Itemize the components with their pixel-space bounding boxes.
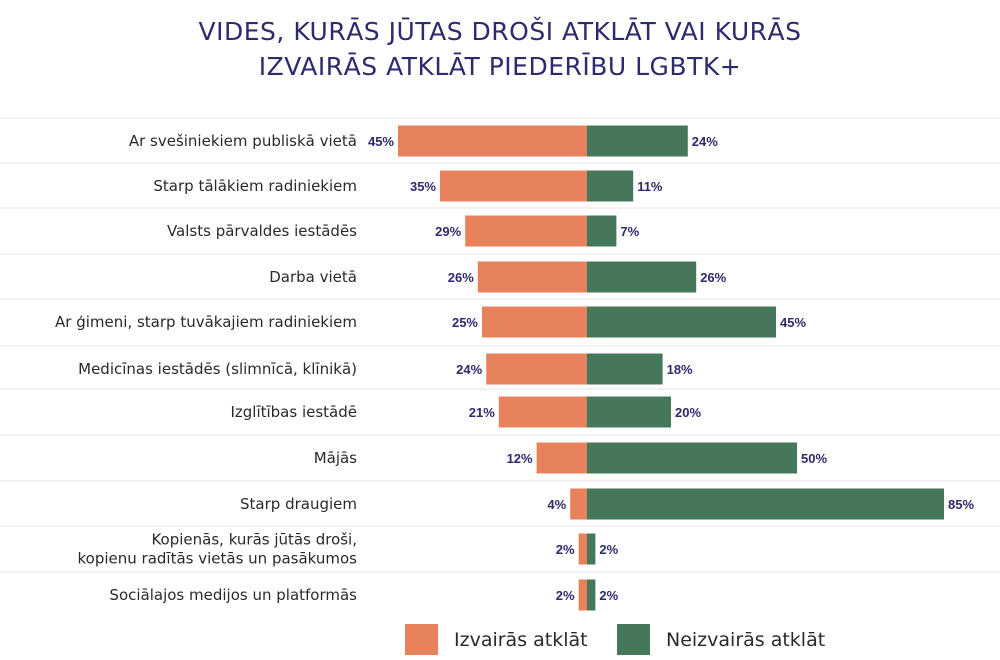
bar-avoid <box>498 396 587 428</box>
bar-avoid <box>486 353 587 385</box>
legend-item-avoid: Izvairās atklāt <box>405 624 588 655</box>
bar-not-avoid <box>587 442 797 474</box>
bar-avoid <box>536 442 587 474</box>
value-label-not-avoid: 26% <box>700 270 726 285</box>
bar-not-avoid <box>587 306 776 338</box>
bar-avoid <box>477 261 587 293</box>
value-label-not-avoid: 2% <box>599 542 618 557</box>
bar-avoid <box>465 215 587 247</box>
value-label-avoid: 2% <box>556 588 575 603</box>
category-label: Starp tālākiem radiniekiem <box>153 177 357 195</box>
value-label-not-avoid: 24% <box>692 134 718 149</box>
category-label: Kopienās, kurās jūtās droši, <box>151 531 357 549</box>
value-label-not-avoid: 7% <box>620 224 639 239</box>
bar-avoid <box>440 170 587 202</box>
bar-avoid <box>570 488 587 520</box>
bar-avoid <box>578 533 587 565</box>
category-label: Starp draugiem <box>240 495 357 513</box>
value-label-avoid: 2% <box>556 542 575 557</box>
category-label: Valsts pārvaldes iestādēs <box>167 222 357 240</box>
value-label-avoid: 35% <box>410 179 436 194</box>
category-label: Darba vietā <box>269 268 357 286</box>
value-label-not-avoid: 11% <box>637 179 663 194</box>
value-label-avoid: 29% <box>435 224 461 239</box>
category-label: Mājās <box>314 449 357 467</box>
legend-label-avoid: Izvairās atklāt <box>454 628 588 651</box>
legend-item-not-avoid: Neizvairās atklāt <box>617 624 825 655</box>
category-label: Ar svešiniekiem publiskā vietā <box>129 132 357 150</box>
chart-title: VIDES, KURĀS JŪTAS DROŠI ATKLĀT VAI KURĀ… <box>0 14 1000 84</box>
bar-not-avoid <box>587 396 671 428</box>
bar-avoid <box>482 306 587 338</box>
category-label: kopienu radītās vietās un pasākumos <box>78 550 358 568</box>
value-label-not-avoid: 45% <box>780 315 806 330</box>
chart-title-line-2: IZVAIRĀS ATKLĀT PIEDERĪBU LGBTK+ <box>258 52 742 81</box>
bar-not-avoid <box>587 125 688 157</box>
bar-avoid <box>398 125 587 157</box>
value-label-avoid: 21% <box>469 405 495 420</box>
chart-title-line-1: VIDES, KURĀS JŪTAS DROŠI ATKLĀT VAI KURĀ… <box>198 17 802 46</box>
bar-not-avoid <box>587 261 697 293</box>
value-label-not-avoid: 85% <box>948 497 974 512</box>
value-label-avoid: 26% <box>448 270 474 285</box>
legend-swatch-avoid <box>405 624 438 655</box>
category-label: Medicīnas iestādēs (slimnīcā, klīnikā) <box>78 360 357 378</box>
value-label-avoid: 25% <box>452 315 478 330</box>
legend: Izvairās atklāt Neizvairās atklāt <box>0 624 1000 658</box>
category-label: Ar ģimeni, starp tuvākajiem radiniekiem <box>55 313 357 331</box>
value-label-not-avoid: 18% <box>667 362 693 377</box>
bar-not-avoid <box>587 170 634 202</box>
value-label-avoid: 4% <box>547 497 566 512</box>
category-label: Sociālajos medijos un platformās <box>109 586 357 604</box>
bar-not-avoid <box>587 353 663 385</box>
legend-swatch-not-avoid <box>617 624 650 655</box>
category-label: Izglītības iestādē <box>230 403 357 421</box>
legend-label-not-avoid: Neizvairās atklāt <box>666 628 826 651</box>
value-label-not-avoid: 2% <box>599 588 618 603</box>
bar-not-avoid <box>587 579 596 611</box>
value-label-not-avoid: 50% <box>801 451 827 466</box>
bar-not-avoid <box>587 533 596 565</box>
bar-not-avoid <box>587 215 617 247</box>
value-label-not-avoid: 20% <box>675 405 701 420</box>
value-label-avoid: 12% <box>507 451 533 466</box>
bar-avoid <box>578 579 587 611</box>
bar-not-avoid <box>587 488 944 520</box>
value-label-avoid: 45% <box>368 134 394 149</box>
value-label-avoid: 24% <box>456 362 482 377</box>
